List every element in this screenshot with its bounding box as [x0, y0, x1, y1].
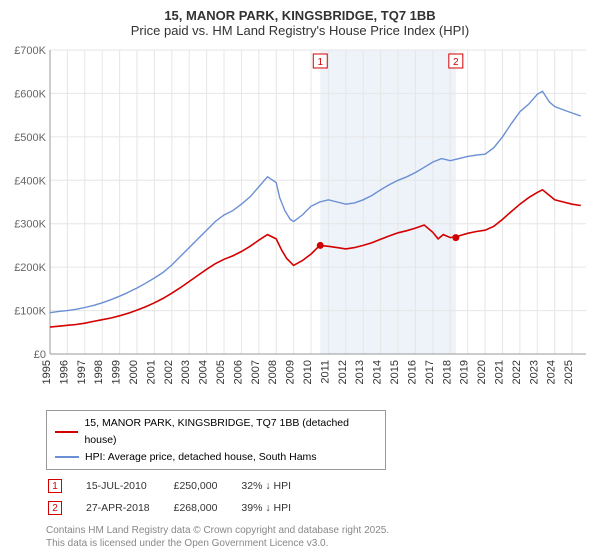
svg-text:2021: 2021	[493, 360, 505, 384]
svg-text:£100K: £100K	[14, 306, 46, 318]
marker-date: 27-APR-2018	[86, 498, 172, 518]
legend-label: HPI: Average price, detached house, Sout…	[85, 449, 317, 466]
marker-delta: 39% ↓ HPI	[241, 498, 313, 518]
svg-text:2016: 2016	[406, 360, 418, 384]
chart-container: 15, MANOR PARK, KINGSBRIDGE, TQ7 1BB Pri…	[0, 0, 600, 560]
svg-text:1999: 1999	[111, 360, 123, 384]
svg-text:1997: 1997	[76, 360, 88, 384]
title-block: 15, MANOR PARK, KINGSBRIDGE, TQ7 1BB Pri…	[10, 8, 590, 38]
svg-text:2: 2	[453, 57, 459, 68]
svg-text:2008: 2008	[267, 360, 279, 384]
svg-text:£500K: £500K	[14, 132, 46, 144]
marker-badge: 1	[48, 479, 62, 493]
svg-text:£600K: £600K	[14, 88, 46, 100]
legend-swatch	[55, 431, 78, 433]
svg-text:2000: 2000	[128, 360, 140, 384]
svg-text:£700K: £700K	[14, 45, 46, 57]
marker-price: £268,000	[174, 498, 240, 518]
svg-text:£200K: £200K	[14, 262, 46, 274]
title-address: 15, MANOR PARK, KINGSBRIDGE, TQ7 1BB	[10, 8, 590, 23]
svg-text:2001: 2001	[145, 360, 157, 384]
marker-badge: 2	[48, 501, 62, 515]
svg-text:2023: 2023	[528, 360, 540, 384]
line-chart-svg: £0 £100K £200K £300K £400K £500K £600K £700K 199…	[10, 44, 590, 404]
svg-text:1: 1	[317, 57, 323, 68]
svg-text:2018: 2018	[441, 360, 453, 384]
svg-text:£300K: £300K	[14, 219, 46, 231]
legend: 15, MANOR PARK, KINGSBRIDGE, TQ7 1BB (de…	[46, 410, 386, 470]
marker-date: 15-JUL-2010	[86, 476, 172, 496]
svg-text:1998: 1998	[93, 360, 105, 384]
marker-price: £250,000	[174, 476, 240, 496]
svg-text:2024: 2024	[546, 360, 558, 384]
svg-text:2014: 2014	[372, 360, 384, 384]
svg-text:2011: 2011	[319, 360, 331, 384]
marker-row: 2 27-APR-2018£268,00039% ↓ HPI	[48, 498, 313, 518]
svg-text:2007: 2007	[250, 360, 262, 384]
legend-swatch	[55, 456, 79, 458]
footer-line1: Contains HM Land Registry data © Crown c…	[46, 524, 590, 537]
svg-text:2013: 2013	[354, 360, 366, 384]
svg-text:1996: 1996	[58, 360, 70, 384]
title-subtitle: Price paid vs. HM Land Registry's House …	[10, 23, 590, 38]
svg-text:£0: £0	[34, 349, 46, 361]
svg-text:2002: 2002	[163, 360, 175, 384]
svg-text:£400K: £400K	[14, 175, 46, 187]
chart-area: £0 £100K £200K £300K £400K £500K £600K £700K 199…	[10, 44, 590, 404]
svg-text:2022: 2022	[511, 360, 523, 384]
footer-attribution: Contains HM Land Registry data © Crown c…	[46, 524, 590, 550]
marker-delta: 32% ↓ HPI	[241, 476, 313, 496]
svg-text:2010: 2010	[302, 360, 314, 384]
svg-text:2004: 2004	[198, 360, 210, 384]
svg-text:2019: 2019	[459, 360, 471, 384]
svg-text:2015: 2015	[389, 360, 401, 384]
legend-label: 15, MANOR PARK, KINGSBRIDGE, TQ7 1BB (de…	[84, 415, 377, 449]
svg-text:1995: 1995	[41, 360, 53, 384]
marker-table: 1 15-JUL-2010£250,00032% ↓ HPI 2 27-APR-201…	[46, 474, 315, 520]
marker-row: 1 15-JUL-2010£250,00032% ↓ HPI	[48, 476, 313, 496]
footer-line2: This data is licensed under the Open Gov…	[46, 537, 590, 550]
svg-text:2003: 2003	[180, 360, 192, 384]
legend-item: 15, MANOR PARK, KINGSBRIDGE, TQ7 1BB (de…	[55, 415, 377, 449]
svg-text:2017: 2017	[424, 360, 436, 384]
svg-text:2005: 2005	[215, 360, 227, 384]
svg-text:2020: 2020	[476, 360, 488, 384]
legend-item: HPI: Average price, detached house, Sout…	[55, 449, 377, 466]
svg-text:2012: 2012	[337, 360, 349, 384]
svg-text:2009: 2009	[285, 360, 297, 384]
svg-text:2006: 2006	[232, 360, 244, 384]
svg-text:2025: 2025	[563, 360, 575, 384]
